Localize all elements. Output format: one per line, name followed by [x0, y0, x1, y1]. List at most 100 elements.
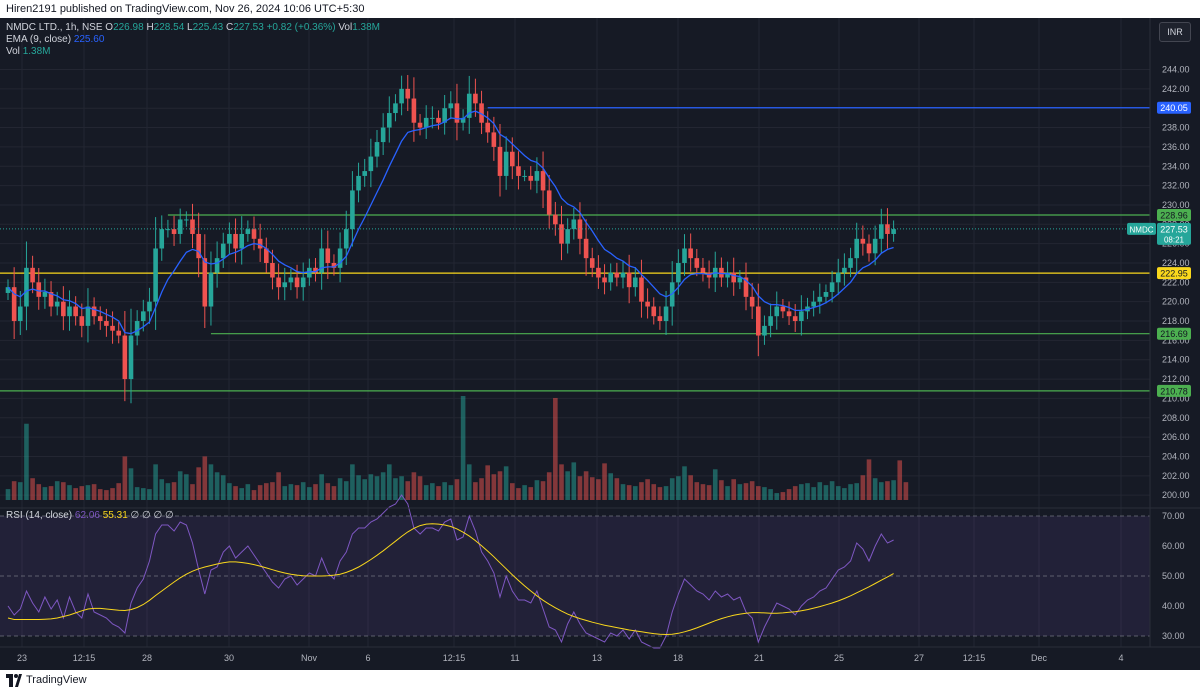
rsi-legend[interactable]: RSI (14, close) 62.06 55.31 ∅ ∅ ∅ ∅	[6, 510, 174, 521]
candle-body[interactable]	[700, 267, 706, 273]
candle-body[interactable]	[737, 277, 743, 283]
candle-body[interactable]	[448, 103, 454, 109]
candle-body[interactable]	[872, 238, 878, 254]
candle-body[interactable]	[233, 233, 238, 249]
candle-body[interactable]	[159, 229, 165, 249]
candle-body[interactable]	[18, 306, 23, 322]
price-axis[interactable]: 200.00 202.00 204.00 206.00 208.00 210.00 212.…	[1162, 65, 1190, 501]
candle-body[interactable]	[485, 122, 490, 133]
candle-body[interactable]	[497, 146, 503, 176]
candle-body[interactable]	[350, 190, 355, 230]
candle-body[interactable]	[436, 117, 441, 123]
candle-body[interactable]	[583, 238, 589, 259]
candle-body[interactable]	[141, 311, 146, 322]
candle-body[interactable]	[792, 316, 798, 322]
symbol-name[interactable]: NMDC LTD., 1h, NSE	[6, 22, 103, 33]
candle-body[interactable]	[491, 132, 497, 147]
candle-body[interactable]	[42, 292, 48, 297]
candle-body[interactable]	[842, 267, 847, 273]
candle-body[interactable]	[768, 316, 773, 326]
candle-body[interactable]	[473, 93, 478, 104]
candle-body[interactable]	[811, 301, 816, 307]
candle-body[interactable]	[743, 277, 749, 297]
candle-body[interactable]	[633, 277, 638, 288]
candle-body[interactable]	[559, 224, 564, 244]
candle-body[interactable]	[122, 335, 128, 380]
candle-body[interactable]	[823, 292, 829, 297]
candle-body[interactable]	[676, 262, 681, 283]
candle-body[interactable]	[202, 258, 208, 307]
candle-body[interactable]	[725, 272, 730, 278]
candle-body[interactable]	[61, 301, 66, 317]
candle-body[interactable]	[264, 248, 269, 263]
candle-body[interactable]	[756, 306, 761, 336]
candle-body[interactable]	[885, 224, 890, 234]
candle-body[interactable]	[786, 311, 792, 317]
candle-body[interactable]	[257, 238, 263, 249]
candle-body[interactable]	[829, 282, 835, 293]
candle-body[interactable]	[866, 243, 872, 254]
candle-body[interactable]	[368, 156, 374, 172]
candle-body[interactable]	[731, 272, 736, 283]
candle-body[interactable]	[190, 219, 195, 234]
candle-body[interactable]	[91, 306, 97, 317]
candle-body[interactable]	[460, 117, 466, 123]
candle-body[interactable]	[774, 306, 780, 317]
candle-body[interactable]	[307, 267, 312, 278]
candle-body[interactable]	[817, 296, 823, 302]
candle-body[interactable]	[534, 171, 540, 181]
candle-body[interactable]	[343, 229, 349, 249]
candle-body[interactable]	[54, 301, 60, 307]
candle-body[interactable]	[546, 190, 552, 215]
candle-body[interactable]	[602, 277, 607, 283]
candle-body[interactable]	[24, 267, 29, 307]
candle-body[interactable]	[85, 306, 91, 326]
candle-body[interactable]	[11, 287, 17, 322]
candle-body[interactable]	[688, 248, 693, 259]
candle-body[interactable]	[399, 88, 404, 104]
candle-body[interactable]	[430, 117, 435, 119]
candle-body[interactable]	[528, 175, 534, 181]
candle-body[interactable]	[596, 267, 601, 278]
candle-body[interactable]	[30, 267, 35, 283]
currency-button[interactable]: INR	[1159, 22, 1191, 42]
candle-body[interactable]	[848, 258, 853, 268]
candle-body[interactable]	[245, 229, 251, 234]
candle-body[interactable]	[479, 103, 484, 123]
candle-body[interactable]	[214, 258, 220, 273]
candle-body[interactable]	[614, 272, 620, 278]
vol-legend[interactable]: Vol 1.38M	[6, 46, 50, 57]
candle-body[interactable]	[503, 151, 509, 176]
candle-body[interactable]	[300, 277, 306, 288]
candle-body[interactable]	[417, 122, 423, 128]
candle-body[interactable]	[639, 277, 644, 302]
candle-body[interactable]	[319, 248, 324, 273]
candle-body[interactable]	[128, 335, 134, 380]
candle-body[interactable]	[762, 325, 767, 336]
candle-body[interactable]	[227, 233, 232, 244]
candle-body[interactable]	[879, 224, 884, 239]
candle-body[interactable]	[626, 272, 632, 288]
candle-body[interactable]	[553, 214, 558, 225]
candle-body[interactable]	[749, 296, 755, 307]
candle-body[interactable]	[380, 127, 386, 143]
rsi-axis[interactable]: 30.00 40.00 50.00 60.00 70.00	[1162, 511, 1185, 641]
candle-body[interactable]	[331, 262, 337, 268]
candle-body[interactable]	[356, 175, 361, 191]
candle-body[interactable]	[780, 306, 786, 312]
candle-body[interactable]	[153, 248, 158, 302]
candle-body[interactable]	[608, 272, 613, 283]
candle-body[interactable]	[251, 229, 257, 239]
candle-body[interactable]	[313, 267, 318, 273]
candle-body[interactable]	[466, 93, 472, 118]
candle-body[interactable]	[374, 142, 380, 157]
candle-body[interactable]	[97, 316, 103, 322]
candle-body[interactable]	[442, 108, 447, 123]
candle-body[interactable]	[288, 277, 294, 283]
candle-body[interactable]	[719, 267, 724, 278]
candle-body[interactable]	[854, 238, 859, 259]
candle-body[interactable]	[165, 229, 171, 231]
candle-body[interactable]	[387, 113, 392, 128]
candle-body[interactable]	[73, 306, 78, 317]
candle-body[interactable]	[405, 88, 411, 99]
